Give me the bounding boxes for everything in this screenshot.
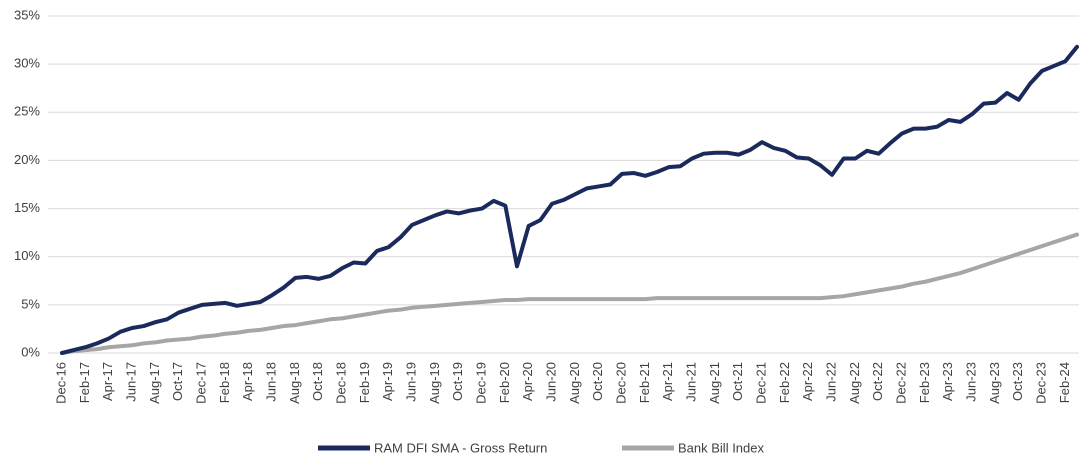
x-tick-label: Feb-22 xyxy=(777,362,792,403)
series-line xyxy=(60,232,1079,355)
x-tick-label: Dec-19 xyxy=(473,362,488,404)
x-tick-label: Aug-17 xyxy=(147,362,162,404)
x-tick-label: Apr-21 xyxy=(660,362,675,401)
y-tick-label: 20% xyxy=(14,152,40,167)
x-tick-label: Feb-20 xyxy=(497,362,512,403)
x-tick-label: Feb-19 xyxy=(357,362,372,403)
x-tick-label: Jun-23 xyxy=(963,362,978,402)
x-tick-label: Feb-24 xyxy=(1057,362,1072,403)
x-tick-label: Aug-23 xyxy=(987,362,1002,404)
x-tick-label: Dec-21 xyxy=(753,362,768,404)
x-tick-label: Apr-17 xyxy=(100,362,115,401)
x-tick-label: Oct-22 xyxy=(870,362,885,401)
x-tick-label: Apr-23 xyxy=(940,362,955,401)
x-tick-label: Oct-18 xyxy=(310,362,325,401)
x-tick-label: Dec-22 xyxy=(893,362,908,404)
series-line xyxy=(60,44,1079,355)
x-tick-label: Apr-19 xyxy=(380,362,395,401)
y-tick-label: 35% xyxy=(14,7,40,22)
x-tick-label: Oct-20 xyxy=(590,362,605,401)
x-tick-label: Dec-23 xyxy=(1033,362,1048,404)
x-tick-label: Aug-20 xyxy=(567,362,582,404)
x-tick-label: Jun-21 xyxy=(683,362,698,402)
legend-label: Bank Bill Index xyxy=(678,440,764,455)
x-tick-label: Oct-21 xyxy=(730,362,745,401)
x-tick-label: Aug-21 xyxy=(707,362,722,404)
x-tick-label: Jun-17 xyxy=(123,362,138,402)
y-tick-label: 10% xyxy=(14,248,40,263)
x-tick-label: Oct-19 xyxy=(450,362,465,401)
x-tick-label: Feb-23 xyxy=(917,362,932,403)
x-tick-label: Jun-19 xyxy=(403,362,418,402)
x-tick-label: Aug-19 xyxy=(427,362,442,404)
x-tick-label: Apr-20 xyxy=(520,362,535,401)
x-tick-label: Jun-20 xyxy=(543,362,558,402)
x-tick-label: Aug-18 xyxy=(287,362,302,404)
legend-label: RAM DFI SMA - Gross Return xyxy=(374,440,547,455)
x-tick-label: Jun-22 xyxy=(823,362,838,402)
y-tick-label: 5% xyxy=(21,296,40,311)
x-tick-label: Oct-23 xyxy=(1010,362,1025,401)
x-tick-label: Dec-17 xyxy=(193,362,208,404)
y-tick-label: 15% xyxy=(14,200,40,215)
x-tick-label: Feb-18 xyxy=(217,362,232,403)
x-tick-label: Oct-17 xyxy=(170,362,185,401)
y-tick-label: 0% xyxy=(21,344,40,359)
x-tick-label: Dec-20 xyxy=(613,362,628,404)
x-tick-label: Apr-22 xyxy=(800,362,815,401)
x-tick-label: Dec-18 xyxy=(333,362,348,404)
x-tick-label: Feb-17 xyxy=(77,362,92,403)
x-tick-label: Apr-18 xyxy=(240,362,255,401)
y-tick-label: 25% xyxy=(14,104,40,119)
y-tick-label: 30% xyxy=(14,56,40,71)
x-tick-label: Aug-22 xyxy=(847,362,862,404)
x-tick-label: Dec-16 xyxy=(53,362,68,404)
x-tick-label: Jun-18 xyxy=(263,362,278,402)
x-tick-label: Feb-21 xyxy=(637,362,652,403)
